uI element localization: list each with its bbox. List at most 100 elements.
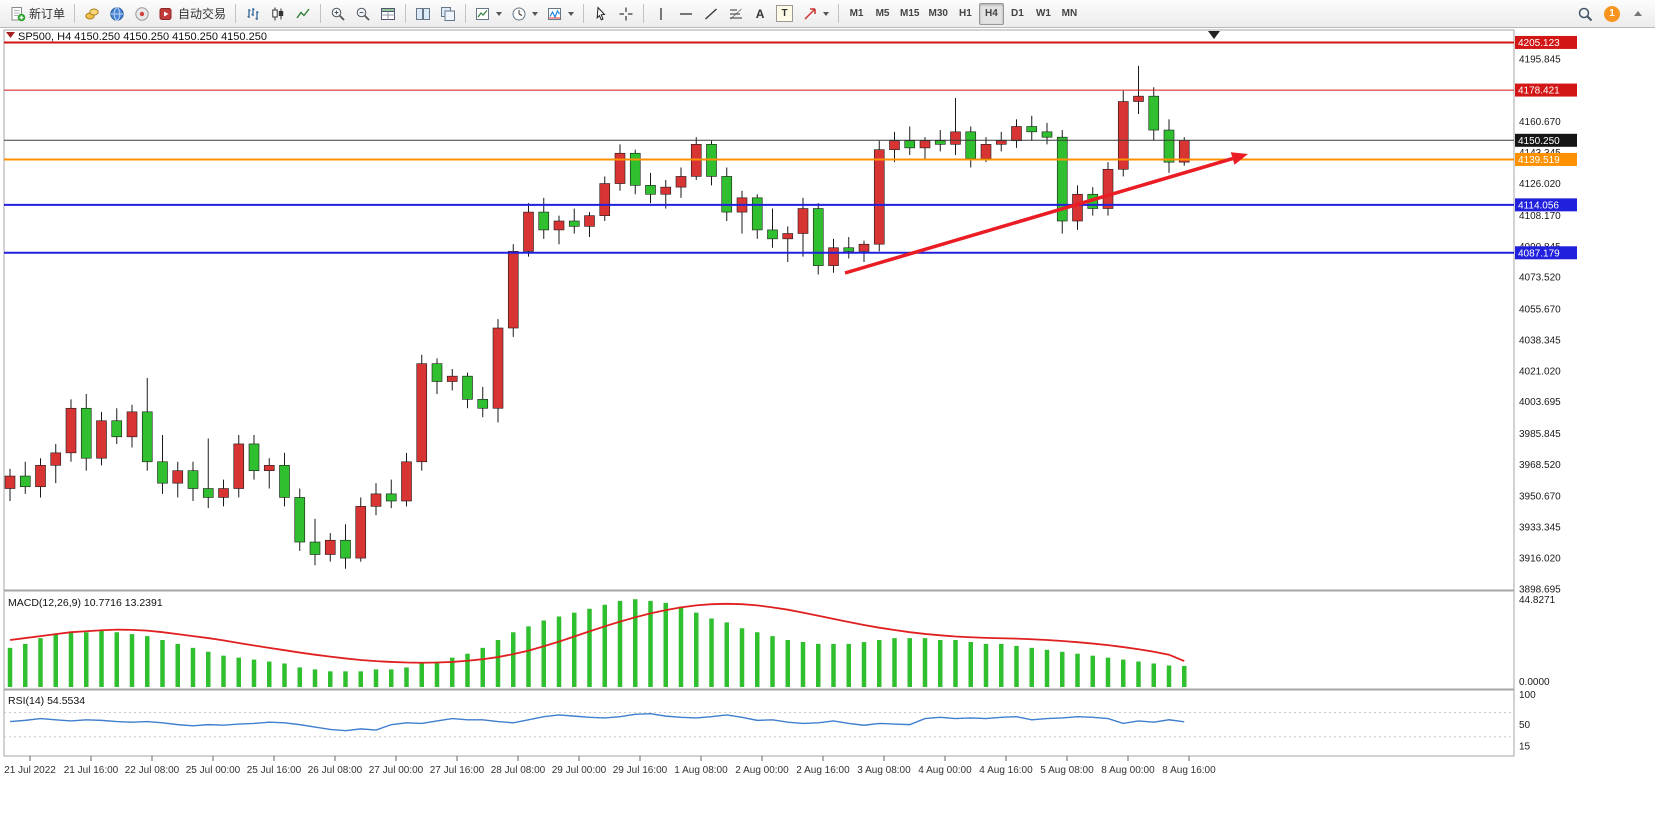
price-axis-label: 3968.520 — [1519, 460, 1561, 471]
bar-chart-icon — [245, 6, 261, 22]
notification-badge[interactable]: 1 — [1604, 5, 1620, 22]
market-watch-button[interactable] — [80, 3, 104, 25]
candle — [873, 140, 885, 252]
autotrading-button[interactable]: 自动交易 — [155, 3, 230, 25]
candle — [1011, 119, 1022, 148]
tile-windows-button[interactable] — [376, 3, 400, 25]
period-dropdown[interactable] — [507, 3, 542, 25]
zoom-out-button[interactable] — [351, 3, 375, 25]
timeframe-button-m15[interactable]: M15 — [896, 3, 923, 25]
toolbar-separator — [74, 4, 76, 23]
timeframe-button-w1[interactable]: W1 — [1031, 3, 1056, 25]
timeframe-button-d1[interactable]: D1 — [1005, 3, 1030, 25]
price-tag — [1515, 246, 1577, 260]
timeframe-button-m5[interactable]: M5 — [870, 3, 895, 25]
rsi-line — [9, 712, 1185, 732]
candlestick-chart-icon — [270, 6, 286, 22]
candle — [65, 399, 77, 462]
candle — [568, 208, 580, 234]
candle — [1178, 137, 1190, 166]
cascade-windows-button[interactable] — [436, 3, 460, 25]
chevron-up-icon — [1634, 11, 1642, 16]
trend-arrow-line[interactable] — [844, 156, 1234, 275]
chevron-down-icon — [823, 11, 830, 16]
fibonacci-button[interactable] — [724, 3, 748, 25]
candle — [1102, 162, 1114, 216]
timeframe-button-h1[interactable]: H1 — [953, 3, 978, 25]
horizontal-lines-layer[interactable] — [4, 41, 1514, 254]
new-order-button[interactable]: 新订单 — [6, 3, 69, 25]
indicators-dropdown[interactable] — [543, 3, 578, 25]
chart-symbol-marker-icon[interactable] — [6, 32, 15, 38]
crosshair-button[interactable] — [614, 3, 638, 25]
timeframe-button-m30[interactable]: M30 — [924, 3, 951, 25]
time-axis-label: 2 Aug 00:00 — [735, 765, 789, 776]
horizontal-line-button[interactable] — [674, 3, 698, 25]
text-label-button[interactable]: T — [772, 3, 797, 25]
candle — [858, 240, 870, 263]
time-axis-label: 29 Jul 16:00 — [613, 765, 668, 776]
price-tag-label: 4205.123 — [1518, 38, 1560, 49]
time-axis-label: 8 Aug 16:00 — [1162, 765, 1216, 776]
rsi-label: RSI(14) 54.5534 — [8, 695, 85, 707]
bar-chart-button[interactable] — [241, 3, 265, 25]
toolbar-separator — [465, 4, 467, 23]
candle — [736, 190, 748, 234]
messages-button[interactable] — [130, 3, 154, 25]
autotrade-icon — [159, 6, 175, 22]
macd-signal-line — [9, 602, 1185, 664]
candle — [797, 197, 809, 257]
text-button[interactable]: A — [749, 3, 771, 25]
candlestick-chart-button[interactable] — [266, 3, 290, 25]
new-chart-dropdown[interactable] — [471, 3, 506, 25]
candle — [980, 137, 992, 163]
chart-shift-marker-icon[interactable] — [1208, 31, 1220, 39]
zoom-out-icon — [355, 6, 371, 22]
candle — [645, 172, 656, 204]
candle — [1148, 87, 1160, 141]
candle — [446, 369, 458, 391]
time-axis-label: 4 Aug 00:00 — [918, 765, 972, 776]
time-axis-label: 1 Aug 08:00 — [674, 765, 728, 776]
arrow-tool-icon — [802, 6, 818, 22]
vertical-line-button[interactable] — [649, 3, 673, 25]
toolbar-collapse-button[interactable] — [1627, 3, 1649, 25]
zoom-in-button[interactable] — [326, 3, 350, 25]
line-chart-button[interactable] — [291, 3, 315, 25]
arrows-dropdown[interactable] — [798, 3, 833, 25]
candle — [355, 497, 367, 562]
navigator-button[interactable] — [105, 3, 129, 25]
arrange-windows-button[interactable] — [411, 3, 435, 25]
timeframe-button-h4[interactable]: H4 — [978, 2, 1004, 25]
candle — [950, 97, 961, 156]
cursor-button[interactable] — [589, 3, 613, 25]
macd-label: MACD(12,26,9) 10.7716 13.2391 — [8, 597, 163, 609]
time-axis-label: 22 Jul 08:00 — [125, 765, 180, 776]
price-tag-label: 4150.250 — [1518, 136, 1560, 147]
candle — [675, 167, 687, 198]
globe-icon — [109, 6, 125, 22]
timeframe-button-mn[interactable]: MN — [1057, 3, 1082, 25]
price-chart[interactable]: 4195.8454160.6704143.3454126.0204108.170… — [0, 28, 1655, 825]
zoom-in-icon — [330, 6, 346, 22]
candle — [584, 212, 595, 238]
price-axis-label: 4021.020 — [1519, 366, 1561, 377]
candle — [1041, 122, 1053, 145]
trend-arrow-head[interactable] — [1230, 152, 1248, 165]
search-button[interactable] — [1573, 3, 1597, 25]
price-axis-label: 4038.345 — [1519, 335, 1561, 346]
toolbar-separator — [235, 4, 237, 23]
autotrading-label: 自动交易 — [178, 7, 227, 21]
trend-arrow-layer[interactable] — [844, 152, 1248, 275]
coins-icon — [84, 6, 100, 22]
candle — [782, 226, 794, 263]
candle — [309, 518, 321, 566]
candle — [614, 144, 626, 191]
time-axis-label: 25 Jul 00:00 — [186, 765, 241, 776]
chevron-down-icon — [568, 11, 575, 16]
timeframe-button-m1[interactable]: M1 — [844, 3, 869, 25]
candle — [507, 244, 519, 337]
trendline-button[interactable] — [699, 3, 723, 25]
crosshair-icon — [618, 6, 634, 22]
